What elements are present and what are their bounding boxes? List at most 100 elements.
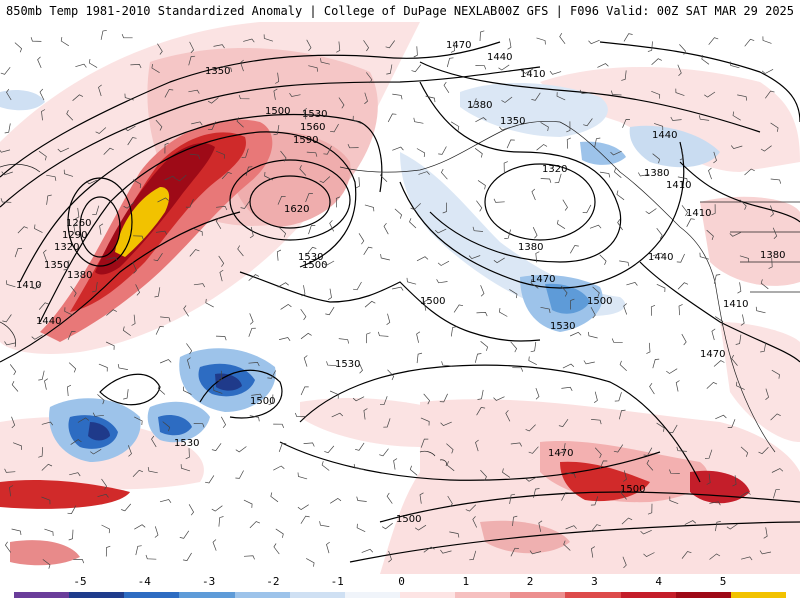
wind-barb (273, 423, 285, 429)
wind-barb (531, 92, 541, 101)
wind-barb (416, 331, 421, 343)
contour-label: 1410 (686, 208, 711, 219)
wind-barb (652, 153, 661, 164)
wind-barb (0, 149, 11, 153)
wind-barb (72, 94, 84, 101)
wind-barb (186, 357, 191, 369)
wind-barb (243, 555, 255, 560)
wind-barb (63, 169, 74, 177)
wind-barb (493, 198, 505, 203)
wind-barb (713, 151, 717, 164)
wind-barb (613, 167, 622, 178)
wind-barb (380, 171, 388, 183)
wind-barb (640, 529, 652, 535)
wind-barb (188, 55, 196, 66)
anomaly-shading (0, 22, 800, 574)
wind-barb (676, 253, 685, 263)
wind-barb (213, 386, 223, 394)
wind-barb (305, 193, 313, 203)
contour-label: 1470 (530, 274, 555, 285)
wind-barb (645, 208, 657, 215)
wind-barb (711, 328, 716, 341)
wind-barb (651, 58, 662, 66)
wind-barb (394, 208, 403, 219)
wind-barb (249, 226, 254, 239)
wind-barb (493, 257, 505, 264)
wind-barb (622, 119, 631, 128)
wind-barb (699, 252, 709, 260)
wind-barb (280, 303, 292, 310)
wind-barb (423, 299, 428, 311)
wind-barb (646, 459, 654, 471)
wind-barb (39, 88, 45, 101)
wind-barb (771, 369, 780, 379)
wind-barb (14, 42, 23, 53)
wind-barb (301, 285, 306, 297)
wind-barb (475, 117, 487, 123)
wind-barb (363, 408, 368, 420)
wind-barb (643, 447, 653, 456)
wind-barb (549, 70, 562, 75)
wind-barb (536, 144, 548, 151)
wind-barb (501, 96, 513, 103)
wind-barb (416, 256, 429, 262)
contour-label: 1440 (36, 316, 61, 327)
wind-barb (277, 282, 289, 288)
wind-barb (218, 516, 224, 527)
wind-barbs (0, 29, 784, 569)
wind-barb (4, 541, 11, 553)
wind-barb (446, 443, 454, 454)
wind-barb (248, 362, 260, 367)
coastlines (0, 120, 800, 467)
wind-barb (538, 520, 543, 532)
wind-barb (698, 115, 710, 121)
anomaly-map: 1470 1440 1410 1350 1500 1530 1560 1590 … (0, 22, 800, 574)
wind-barb (151, 64, 160, 73)
wind-barb (759, 550, 772, 555)
wind-barb (238, 94, 250, 100)
wind-barb (38, 150, 47, 161)
wind-barb (207, 97, 219, 104)
wind-barb (251, 393, 263, 398)
wind-barb (704, 449, 713, 459)
colorbar-tick-label: 5 (719, 575, 727, 588)
wind-barb (364, 300, 376, 308)
wind-barb (760, 279, 769, 290)
colorbar-segment (69, 592, 125, 598)
contour-label: 1410 (520, 69, 545, 80)
wind-barb (278, 442, 287, 453)
wind-barb (155, 119, 163, 131)
wind-barb (740, 314, 745, 326)
wind-barb (472, 226, 484, 232)
wind-barb (651, 90, 661, 99)
wind-barb (392, 146, 404, 151)
contour-label: 1560 (300, 122, 325, 133)
wind-barb (106, 309, 117, 316)
colorbar-tick-label: 3 (591, 575, 598, 588)
contour-label: 1530 (550, 321, 575, 332)
wind-barb (675, 380, 680, 392)
wind-barb (706, 229, 714, 241)
contour-label: 1350 (500, 116, 525, 127)
wind-barb (566, 137, 571, 149)
colorbar-segment (14, 592, 70, 598)
wind-barb (273, 543, 280, 555)
wind-barb (41, 463, 53, 471)
wind-barb (423, 546, 435, 553)
wind-barb (324, 445, 335, 454)
wind-barb (653, 123, 664, 131)
wind-barb (329, 390, 339, 399)
wind-barb (410, 203, 421, 211)
wind-barb (297, 472, 308, 480)
wind-barb (383, 222, 389, 235)
wind-barb (474, 353, 482, 363)
wind-barb (157, 197, 169, 203)
wind-barb (591, 546, 595, 558)
wind-barb (164, 142, 169, 154)
wind-barb (330, 123, 339, 133)
wind-barb (559, 33, 566, 45)
wind-barb (155, 230, 168, 235)
wind-barb (68, 529, 74, 541)
contour-label: 1380 (644, 168, 669, 179)
wind-barb (536, 37, 546, 45)
